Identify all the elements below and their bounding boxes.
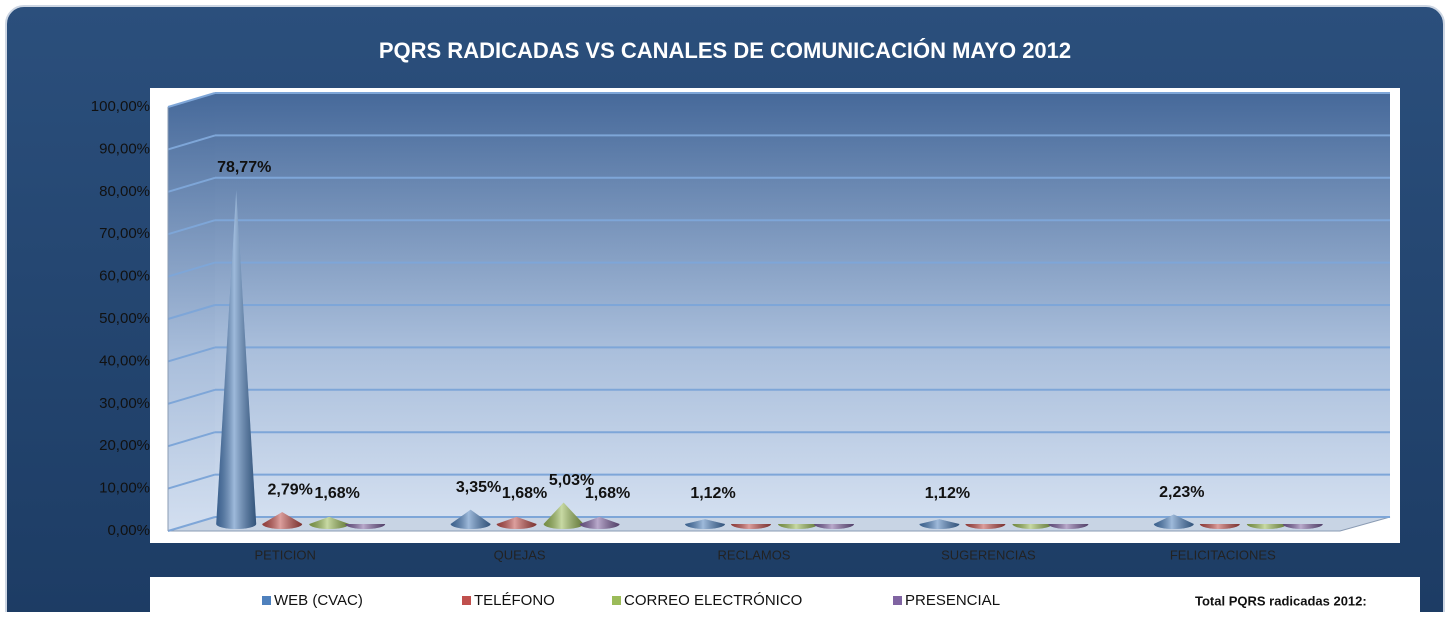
cone-shine	[216, 190, 257, 529]
value-label: 1,68%	[585, 485, 630, 502]
value-label: 5,03%	[549, 472, 594, 489]
y-tick-label: 60,00%	[99, 268, 150, 285]
y-tick-label: 70,00%	[99, 225, 150, 242]
x-tick-label: QUEJAS	[494, 547, 546, 562]
x-tick-label: PETICION	[254, 547, 315, 562]
y-tick-label: 100,00%	[91, 98, 150, 115]
x-tick-label: FELICITACIONES	[1170, 547, 1276, 562]
cone-shine	[1199, 524, 1240, 529]
value-label: 78,77%	[217, 159, 271, 176]
value-label: 1,12%	[925, 485, 970, 502]
cone-shine	[345, 524, 386, 529]
cone-shine	[919, 519, 960, 529]
cone-shine	[731, 524, 771, 529]
cone-shine	[543, 502, 584, 529]
y-tick-label: 30,00%	[99, 395, 150, 412]
value-label: 2,79%	[268, 481, 313, 498]
y-tick-label: 80,00%	[99, 183, 150, 200]
value-label: 1,68%	[315, 485, 360, 502]
cone-shine	[778, 524, 818, 529]
grid-line	[167, 219, 216, 236]
y-tick-label: 20,00%	[99, 437, 150, 454]
cone-shine	[450, 509, 491, 529]
cone-shine	[1282, 524, 1323, 529]
grid-line	[167, 261, 216, 278]
x-tick-label: RECLAMOS	[718, 547, 791, 562]
grid-line	[167, 388, 216, 405]
grid-line	[167, 134, 216, 151]
cone-shine	[685, 519, 725, 529]
cone-shine	[262, 512, 303, 529]
grid-line	[167, 473, 216, 490]
x-tick-label: SUGERENCIAS	[941, 547, 1036, 562]
cone-shine	[496, 516, 537, 529]
y-tick-label: 40,00%	[99, 352, 150, 369]
grid-line	[167, 176, 216, 193]
cone-shine	[1246, 524, 1287, 529]
legend-label: PRESENCIAL	[905, 592, 1000, 609]
value-label: 2,23%	[1159, 484, 1204, 501]
value-label: 1,68%	[502, 485, 547, 502]
legend-swatch	[462, 596, 471, 605]
y-tick-label: 50,00%	[99, 310, 150, 327]
cone-shine	[1012, 524, 1053, 529]
grid-line	[167, 304, 216, 320]
value-label: 1,12%	[690, 485, 735, 502]
y-tick-label: 10,00%	[99, 480, 150, 497]
legend-label: CORREO ELECTRÓNICO	[624, 592, 802, 609]
legend-label: TELÉFONO	[474, 592, 555, 609]
cone-shine	[309, 516, 350, 529]
cone-shine	[965, 524, 1006, 529]
cone-shine	[579, 516, 620, 529]
cone-shine	[1048, 524, 1089, 529]
grid-line	[167, 516, 216, 532]
cone-shine	[1153, 514, 1194, 529]
grid-line	[167, 346, 216, 363]
legend-swatch	[262, 596, 271, 605]
legend-bg	[150, 577, 1420, 612]
y-tick-label: 0,00%	[107, 522, 150, 539]
y-tick-label: 90,00%	[99, 140, 150, 157]
grid-line	[167, 431, 216, 448]
chart-title: PQRS RADICADAS VS CANALES DE COMUNICACIÓ…	[379, 38, 1071, 63]
cone-shine	[814, 524, 854, 529]
annotation: Total PQRS radicadas 2012:	[1195, 593, 1367, 608]
grid-line	[167, 92, 216, 108]
legend-label: WEB (CVAC)	[274, 592, 363, 609]
value-label: 3,35%	[456, 479, 501, 496]
legend-swatch	[893, 596, 902, 605]
legend-swatch	[612, 596, 621, 605]
